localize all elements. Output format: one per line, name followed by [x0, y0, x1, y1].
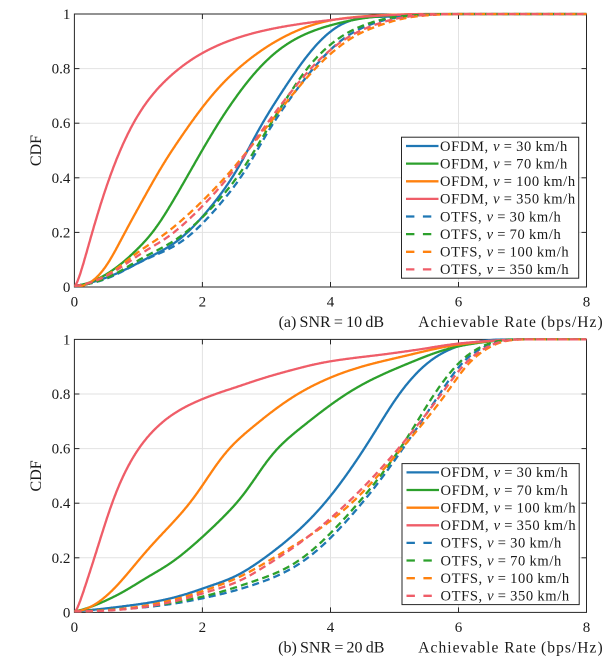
svg-text:0: 0	[63, 605, 71, 621]
svg-text:OFDM, v = 100 km/h: OFDM, v = 100 km/h	[440, 174, 576, 190]
svg-text:OTFS, v = 100 km/h: OTFS, v = 100 km/h	[440, 245, 569, 261]
svg-text:0: 0	[63, 280, 71, 296]
svg-text:0.2: 0.2	[52, 551, 71, 567]
svg-text:4: 4	[327, 620, 335, 636]
svg-text:OFDM, v = 30 km/h: OFDM, v = 30 km/h	[441, 465, 569, 481]
svg-text:0.8: 0.8	[52, 387, 71, 403]
svg-text:(a) SNR = 10 dB: (a) SNR = 10 dB	[279, 314, 384, 331]
svg-text:1: 1	[63, 7, 71, 23]
svg-text:8: 8	[583, 295, 591, 311]
svg-text:OFDM, v = 350 km/h: OFDM, v = 350 km/h	[441, 518, 577, 534]
svg-text:OTFS, v = 100 km/h: OTFS, v = 100 km/h	[441, 571, 570, 587]
svg-text:0: 0	[71, 295, 79, 311]
svg-text:1: 1	[63, 332, 71, 348]
svg-text:0.2: 0.2	[52, 225, 71, 241]
svg-text:0.4: 0.4	[52, 171, 71, 187]
svg-text:OTFS, v = 70 km/h: OTFS, v = 70 km/h	[440, 227, 561, 243]
svg-text:2: 2	[199, 620, 207, 636]
svg-text:0.8: 0.8	[52, 62, 71, 78]
svg-text:Achievable Rate (bps/Hz): Achievable Rate (bps/Hz)	[418, 314, 603, 331]
svg-text:OTFS, v = 70 km/h: OTFS, v = 70 km/h	[441, 553, 562, 569]
svg-text:CDF: CDF	[28, 135, 45, 166]
svg-text:(b) SNR = 20 dB: (b) SNR = 20 dB	[278, 640, 384, 657]
svg-text:OTFS, v = 350 km/h: OTFS, v = 350 km/h	[440, 262, 569, 278]
svg-text:2: 2	[199, 295, 207, 311]
svg-text:4: 4	[327, 295, 335, 311]
svg-text:OFDM, v = 30 km/h: OFDM, v = 30 km/h	[440, 139, 568, 155]
svg-text:0.4: 0.4	[52, 496, 71, 512]
svg-text:Achievable Rate (bps/Hz): Achievable Rate (bps/Hz)	[418, 640, 603, 657]
svg-text:OFDM, v = 70 km/h: OFDM, v = 70 km/h	[440, 156, 568, 172]
svg-text:0: 0	[71, 620, 79, 636]
svg-text:OTFS, v = 30 km/h: OTFS, v = 30 km/h	[441, 536, 562, 552]
svg-text:OTFS, v = 350 km/h: OTFS, v = 350 km/h	[441, 589, 570, 605]
svg-text:OFDM, v = 100 km/h: OFDM, v = 100 km/h	[441, 501, 577, 517]
svg-text:OFDM, v = 70 km/h: OFDM, v = 70 km/h	[441, 483, 569, 499]
svg-text:6: 6	[455, 620, 463, 636]
svg-text:CDF: CDF	[28, 460, 45, 491]
svg-text:OFDM, v = 350 km/h: OFDM, v = 350 km/h	[440, 192, 576, 208]
svg-text:8: 8	[583, 620, 591, 636]
svg-text:0.6: 0.6	[52, 116, 71, 132]
svg-text:0.6: 0.6	[52, 442, 71, 458]
svg-text:6: 6	[455, 295, 463, 311]
svg-text:OTFS, v = 30 km/h: OTFS, v = 30 km/h	[440, 209, 561, 225]
